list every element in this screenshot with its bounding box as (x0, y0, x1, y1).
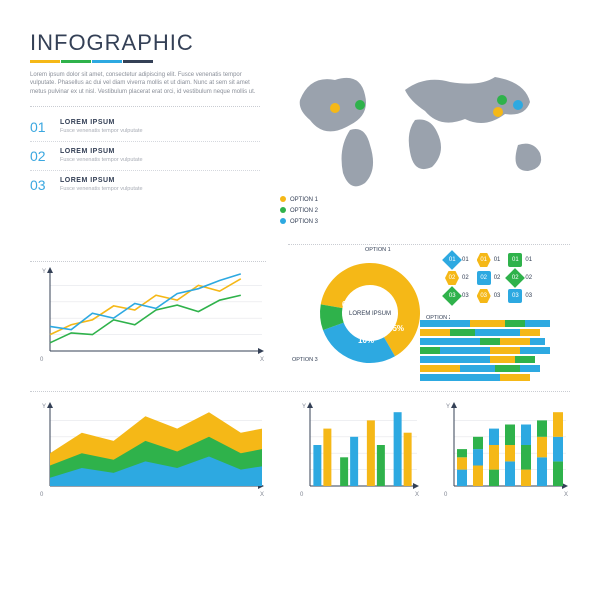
svg-text:LOREM IPSUM: LOREM IPSUM (349, 311, 391, 317)
item-title: LOREM IPSUM (60, 148, 143, 155)
svg-text:0: 0 (40, 357, 44, 363)
svg-text:Y: Y (446, 404, 450, 410)
svg-text:X: X (564, 492, 568, 498)
svg-text:0: 0 (40, 492, 44, 498)
badge-square: 0101 (508, 253, 532, 267)
shape-badges: 010101010101020202020202030303030303 (445, 253, 532, 303)
svg-text:X: X (260, 492, 264, 498)
svg-text:X: X (260, 357, 264, 363)
map-legend: OPTION 1OPTION 2OPTION 3 (280, 195, 318, 227)
page-title: INFOGRAPHIC (30, 30, 570, 56)
line-chart: Y X 0 (36, 265, 266, 368)
hbar-row (420, 338, 560, 345)
svg-text:Y: Y (302, 404, 306, 410)
hbar-row (420, 347, 560, 354)
divider (30, 391, 570, 392)
divider (30, 106, 260, 107)
divider (288, 244, 570, 245)
item-sub: Fusce venenatis tempor vulputate (60, 157, 143, 163)
item-sub: Fusce venenatis tempor vulputate (60, 128, 143, 134)
hbar-row (420, 356, 560, 363)
item-title: LOREM IPSUM (60, 177, 143, 184)
item-title: LOREM IPSUM (60, 119, 143, 126)
item-sub: Fusce venenatis tempor vulputate (60, 186, 143, 192)
numbered-list: 01 LOREM IPSUM Fusce venenatis tempor vul… (30, 113, 260, 199)
svg-text:Y: Y (42, 404, 46, 410)
hbar-row (420, 374, 560, 381)
hbar-row (420, 320, 560, 327)
numbered-item: 01 LOREM IPSUM Fusce venenatis tempor vul… (30, 113, 260, 142)
numbered-item: 02 LOREM IPSUM Fusce venenatis tempor vul… (30, 142, 260, 171)
svg-text:OPTION 3: OPTION 3 (292, 357, 318, 363)
badge-hex: 0101 (477, 253, 501, 267)
badge-square: 0202 (477, 271, 501, 285)
legend-item: OPTION 1 (280, 195, 318, 206)
world-map (280, 60, 570, 193)
area-chart: Y X 0 (36, 400, 266, 503)
item-number: 02 (30, 148, 52, 164)
svg-text:X: X (415, 492, 419, 498)
numbered-item: 03 LOREM IPSUM Fusce venenatis tempor vul… (30, 171, 260, 199)
legend-item: OPTION 2 (280, 206, 318, 217)
intro-paragraph: Lorem ipsum dolor sit amet, consectetur … (30, 71, 260, 96)
item-number: 01 (30, 119, 52, 135)
svg-text:0: 0 (444, 492, 448, 498)
item-number: 03 (30, 177, 52, 193)
svg-text:65%: 65% (342, 300, 358, 309)
hbar-row (420, 365, 560, 372)
grouped-bar-chart: Y X 0 (296, 400, 421, 503)
svg-text:OPTION 1: OPTION 1 (365, 247, 391, 253)
stacked-bar-chart: Y X 0 (440, 400, 570, 503)
badge-square: 0303 (508, 289, 532, 303)
legend-item: OPTION 3 (280, 217, 318, 228)
horizontal-stacked-bars (420, 320, 560, 383)
svg-text:45%: 45% (388, 324, 404, 333)
badge-hex: 0303 (477, 289, 501, 303)
badge-diamond: 0202 (508, 271, 532, 285)
svg-text:Y: Y (42, 269, 46, 275)
svg-text:0: 0 (300, 492, 304, 498)
hbar-row (420, 329, 560, 336)
divider (30, 261, 266, 262)
svg-text:10%: 10% (358, 336, 374, 345)
